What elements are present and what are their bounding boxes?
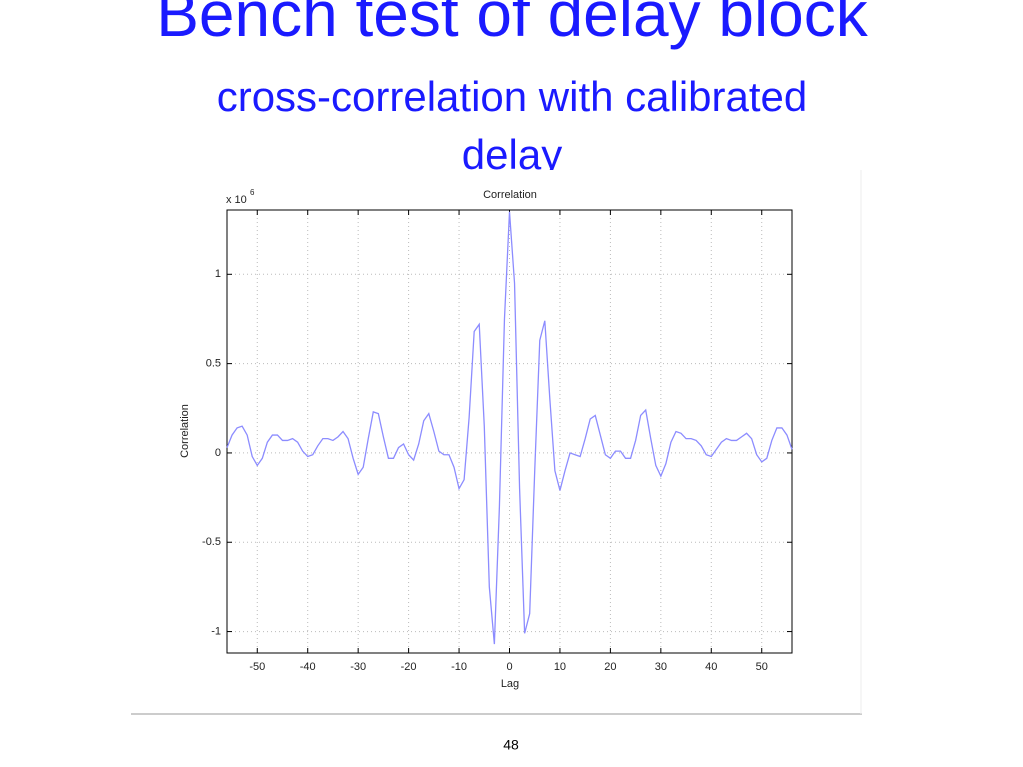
chart-frame: [131, 170, 862, 714]
x-tick-label: -20: [401, 661, 417, 673]
plot-box: [226, 209, 793, 654]
x-tick-label: 50: [756, 661, 768, 673]
y-tick-label: -1: [211, 625, 221, 637]
x-axis-label: Lag: [501, 678, 519, 690]
y-tick-label: -0.5: [202, 536, 221, 548]
slide-title: Bench test of delay block: [156, 0, 868, 50]
y-scale-exponent: 6: [250, 188, 255, 197]
x-tick-label: -50: [249, 661, 265, 673]
y-axis-label: Correlation: [179, 404, 191, 458]
x-tick-label: 20: [604, 661, 616, 673]
x-tick-label: -10: [451, 661, 467, 673]
slide-subtitle: cross-correlation with calibrated delay: [216, 73, 808, 178]
series-line: [226, 211, 793, 645]
x-tick-label: 40: [705, 661, 717, 673]
y-scale-base: x 10: [226, 194, 247, 206]
y-tick-label: 0.5: [206, 358, 221, 370]
x-tick-label: 0: [506, 661, 512, 673]
y-tick-label: 0: [215, 447, 221, 459]
y-tick-label: 1: [215, 268, 221, 280]
x-tick-label: 30: [655, 661, 667, 673]
chart-title: Correlation: [483, 189, 537, 201]
x-tick-label: 10: [554, 661, 566, 673]
page-number: 48: [503, 737, 519, 753]
x-tick-label: -30: [350, 661, 366, 673]
x-tick-label: -40: [300, 661, 316, 673]
